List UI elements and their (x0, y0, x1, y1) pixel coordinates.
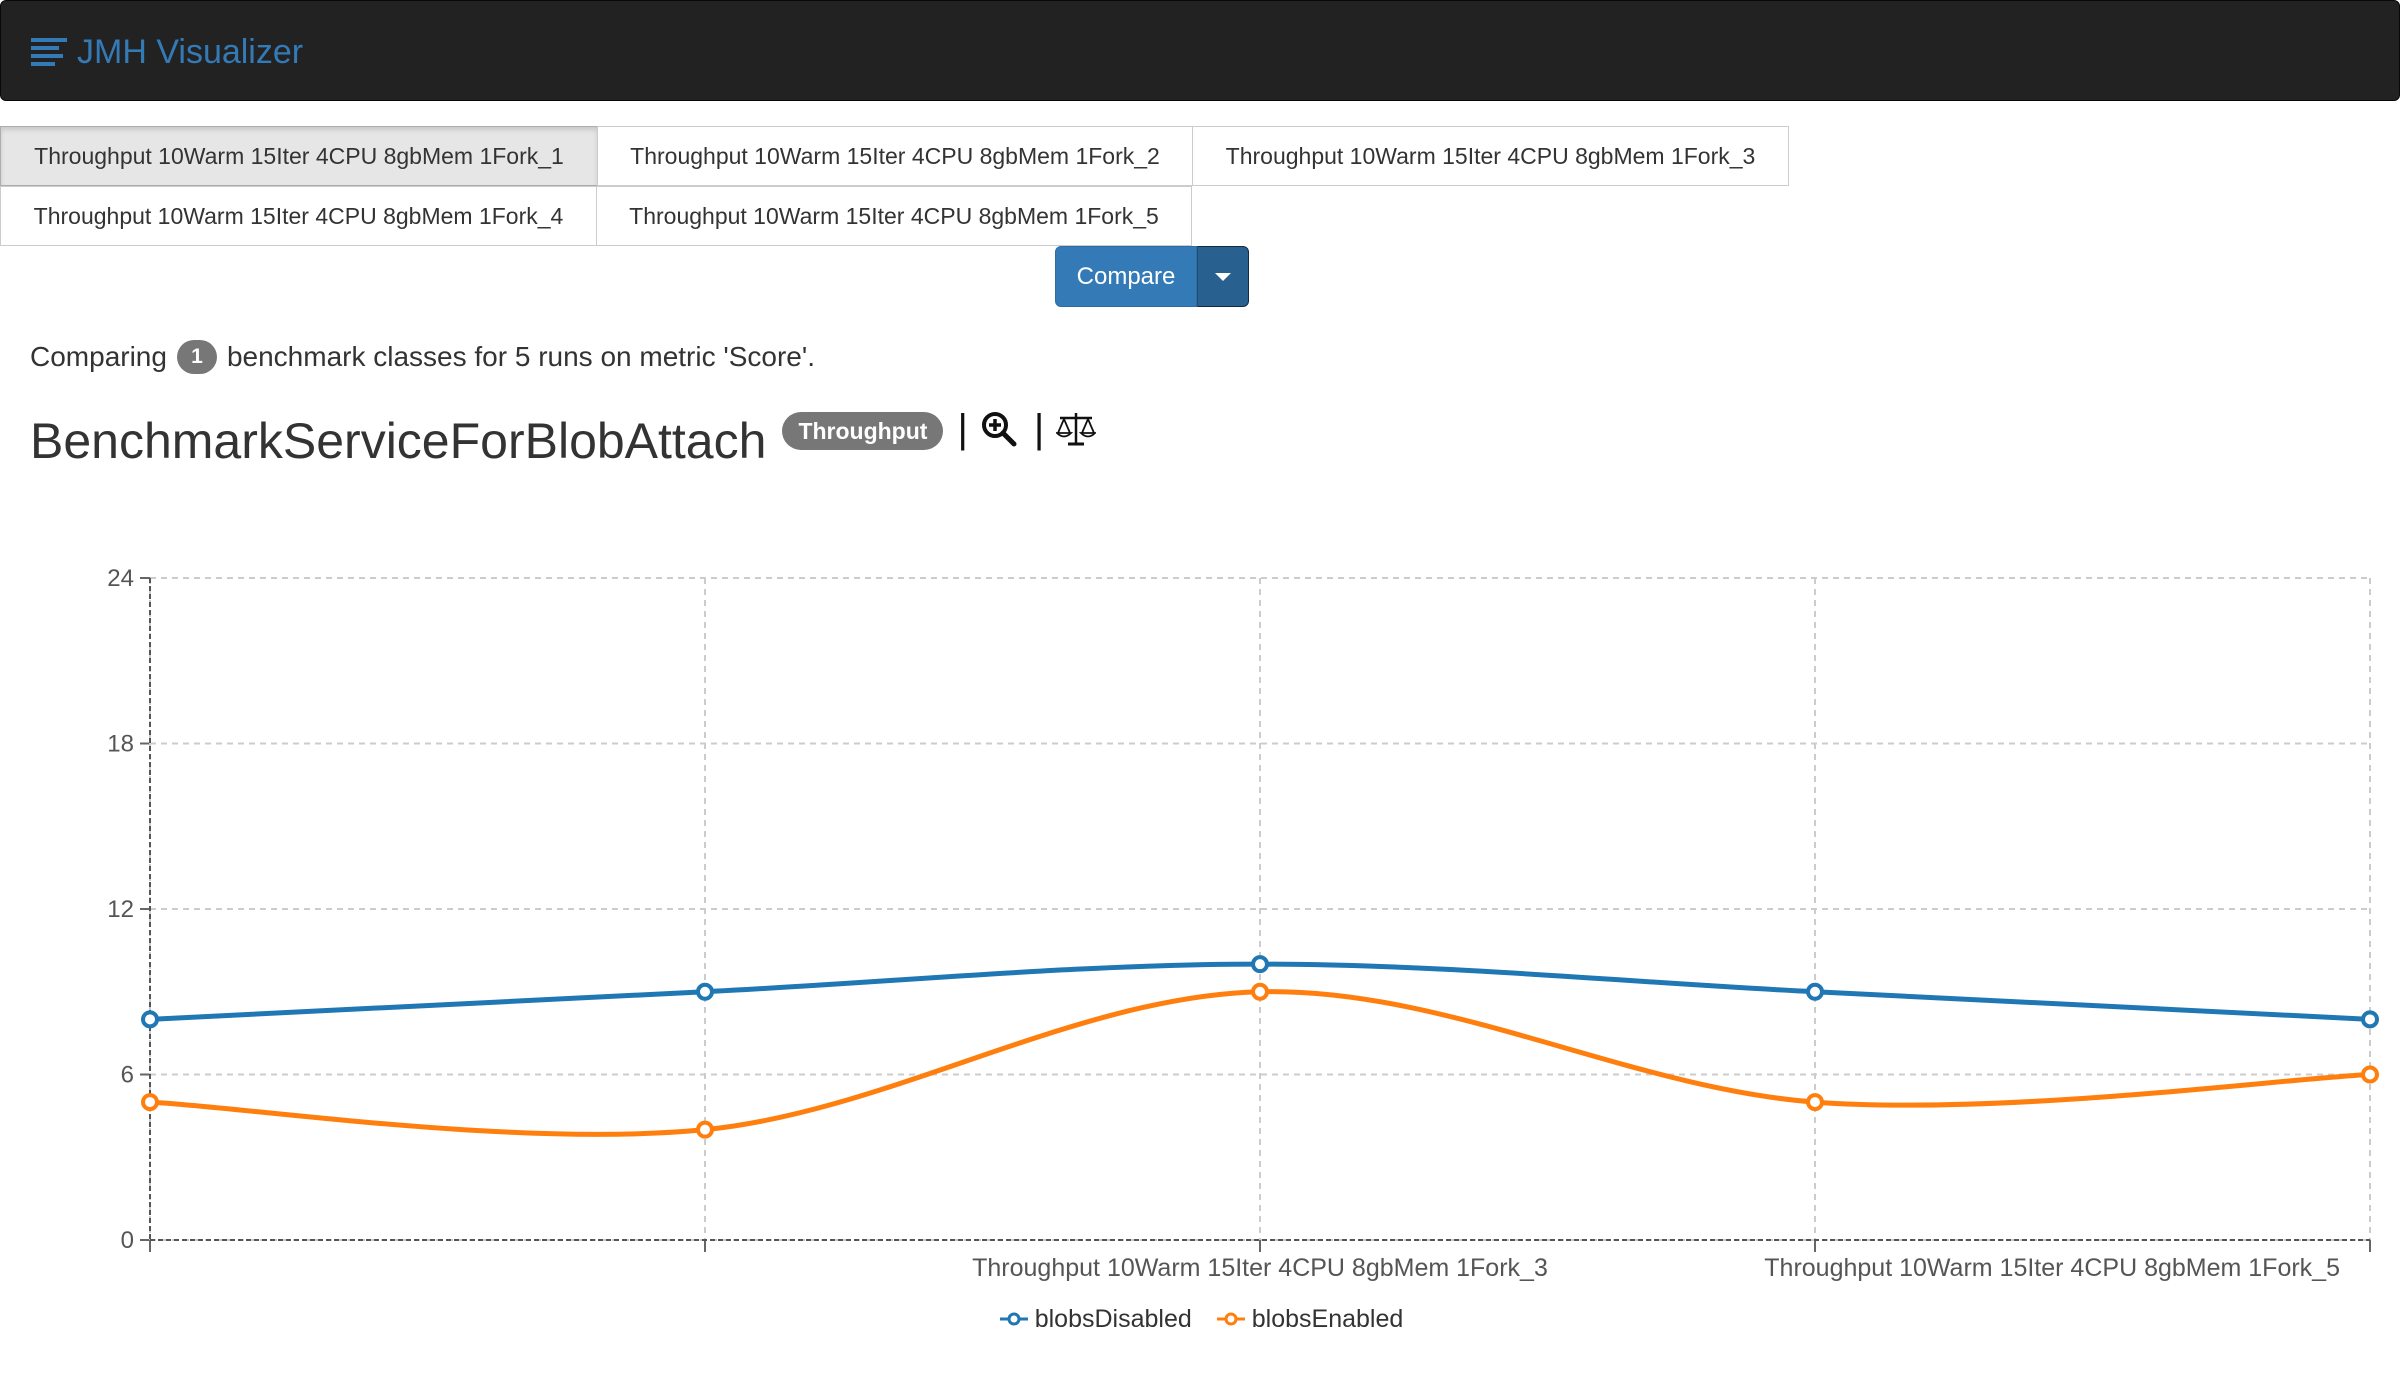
y-tick-label: 18 (107, 731, 134, 758)
legend-item-blobsEnabled[interactable]: blobsEnabled (1216, 1302, 1404, 1336)
legend-item-blobsDisabled[interactable]: blobsDisabled (999, 1302, 1192, 1336)
y-tick-label: 6 (121, 1062, 134, 1089)
y-tick-label: 24 (107, 565, 134, 592)
separator: | (1033, 406, 1045, 451)
class-count-badge: 1 (176, 340, 217, 374)
y-tick-label: 0 (121, 1227, 134, 1254)
data-point-blobsEnabled (696, 1120, 714, 1139)
compare-dropdown-toggle[interactable] (1197, 246, 1249, 307)
y-tick-label: 12 (107, 896, 134, 923)
comparison-summary: Comparing 1 benchmark classes for 5 runs… (30, 334, 815, 380)
align-left-icon (31, 38, 67, 66)
separator: | (957, 406, 968, 451)
x-tick-label: Throughput 10Warm 15Iter 4CPU 8gbMem 1Fo… (972, 1254, 1548, 1282)
data-point-blobsDisabled (696, 982, 714, 1001)
compare-button-group: Compare (1055, 246, 1249, 307)
compare-button[interactable]: Compare (1055, 246, 1197, 307)
summary-prefix: Comparing (30, 341, 167, 372)
brand-title: JMH Visualizer (77, 33, 304, 71)
zoom-in-icon[interactable] (980, 410, 1018, 448)
run-tab-5[interactable]: Throughput 10Warm 15Iter 4CPU 8gbMem 1Fo… (596, 186, 1192, 246)
data-point-blobsEnabled (1251, 982, 1269, 1001)
chart-legend: blobsDisabled blobsEnabled (0, 1302, 2402, 1336)
legend-label-blobsDisabled: blobsDisabled (1034, 1304, 1192, 1333)
run-tab-2[interactable]: Throughput 10Warm 15Iter 4CPU 8gbMem 1Fo… (597, 126, 1193, 186)
balance-scale-icon[interactable] (1056, 411, 1097, 447)
run-tabs: Throughput 10Warm 15Iter 4CPU 8gbMem 1Fo… (0, 126, 1800, 246)
benchmark-heading: BenchmarkServiceForBlobAttach Throughput… (30, 406, 1097, 474)
data-point-blobsDisabled (141, 1010, 159, 1029)
benchmark-title: BenchmarkServiceForBlobAttach (30, 413, 767, 469)
brand-link[interactable]: JMH Visualizer (31, 29, 303, 75)
data-point-blobsEnabled (141, 1093, 159, 1112)
score-line-chart: 0 6 12 18 24 Throughput 10Warm 15Iter 4CPU 8g… (107, 565, 2379, 1282)
line-marker-icon (1216, 1312, 1245, 1326)
line-marker-icon (999, 1312, 1028, 1326)
mode-badge: Throughput (782, 412, 944, 450)
navbar: JMH Visualizer (0, 0, 2400, 101)
run-tab-4[interactable]: Throughput 10Warm 15Iter 4CPU 8gbMem 1Fo… (0, 186, 597, 246)
data-point-blobsEnabled (2361, 1065, 2379, 1084)
data-point-blobsEnabled (1806, 1093, 1824, 1112)
run-tab-1[interactable]: Throughput 10Warm 15Iter 4CPU 8gbMem 1Fo… (0, 126, 598, 186)
summary-suffix: benchmark classes for 5 runs on metric '… (226, 341, 815, 372)
data-point-blobsDisabled (2361, 1010, 2379, 1029)
caret-down-icon (1215, 272, 1231, 281)
legend-label-blobsEnabled: blobsEnabled (1251, 1304, 1404, 1333)
x-tick-label: Throughput 10Warm 15Iter 4CPU 8gbMem 1Fo… (1764, 1254, 2340, 1282)
data-point-blobsDisabled (1251, 955, 1269, 974)
data-point-blobsDisabled (1806, 982, 1824, 1001)
run-tab-3[interactable]: Throughput 10Warm 15Iter 4CPU 8gbMem 1Fo… (1192, 126, 1789, 186)
